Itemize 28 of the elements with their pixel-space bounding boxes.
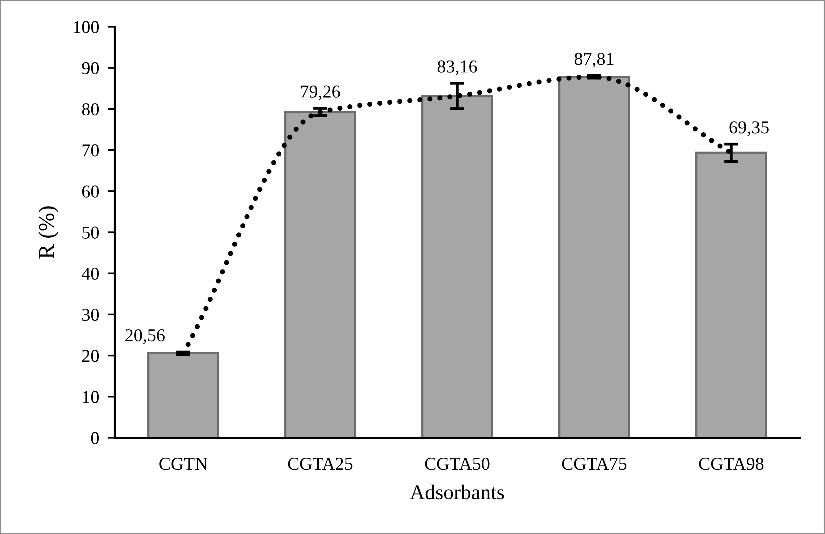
x-tick-label: CGTN: [160, 458, 208, 470]
bar: [284, 111, 356, 438]
x-tick-label: CGTA98: [699, 458, 764, 470]
data-label: 20,56: [126, 329, 165, 344]
y-tick-label: 90: [82, 62, 100, 75]
y-tick-label: 70: [82, 144, 100, 157]
y-tick-label: 60: [82, 186, 100, 198]
bar: [558, 76, 630, 438]
x-axis-title: Adsorbants: [410, 484, 504, 500]
y-tick-label: 10: [83, 391, 100, 404]
data-label: 83,16: [438, 60, 478, 76]
y-tick-label: 80: [82, 103, 100, 116]
y-axis-title: R (%): [38, 206, 59, 259]
y-tick-label: 50: [82, 226, 100, 239]
y-tick-label: 100: [74, 21, 100, 34]
data-label: 79,26: [301, 86, 340, 101]
bar: [696, 152, 768, 438]
bar: [148, 352, 220, 438]
y-tick-label: 0: [91, 432, 100, 444]
y-tick-label: 30: [82, 308, 100, 322]
y-tick-label: 20: [82, 350, 100, 362]
x-tick-label: CGTA25: [288, 458, 353, 470]
bar: [422, 95, 494, 438]
y-tick-label: 40: [82, 268, 100, 280]
data-label: 87,81: [574, 53, 614, 68]
x-tick-label: CGTA50: [425, 458, 490, 470]
x-tick-label: CGTA75: [562, 458, 627, 470]
data-label: 69,35: [730, 122, 769, 136]
